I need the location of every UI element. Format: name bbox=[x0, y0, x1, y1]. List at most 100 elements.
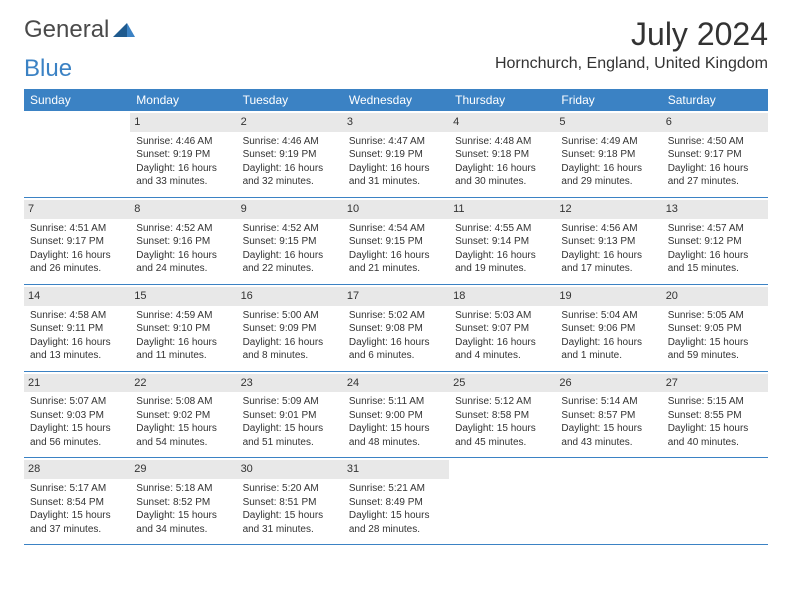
calendar-cell: 13Sunrise: 4:57 AMSunset: 9:12 PMDayligh… bbox=[662, 197, 768, 284]
sunset-text: Sunset: 9:11 PM bbox=[30, 322, 124, 336]
sunrise-text: Sunrise: 5:20 AM bbox=[243, 482, 337, 496]
calendar-cell: 16Sunrise: 5:00 AMSunset: 9:09 PMDayligh… bbox=[237, 284, 343, 371]
sunset-text: Sunset: 9:05 PM bbox=[668, 322, 762, 336]
daylight-text: Daylight: 16 hours and 17 minutes. bbox=[561, 249, 655, 276]
daylight-text: Daylight: 15 hours and 54 minutes. bbox=[136, 422, 230, 449]
sunrise-text: Sunrise: 5:09 AM bbox=[243, 395, 337, 409]
daylight-text: Daylight: 15 hours and 45 minutes. bbox=[455, 422, 549, 449]
calendar-cell: 20Sunrise: 5:05 AMSunset: 9:05 PMDayligh… bbox=[662, 284, 768, 371]
calendar-cell: 10Sunrise: 4:54 AMSunset: 9:15 PMDayligh… bbox=[343, 197, 449, 284]
day-number: 1 bbox=[130, 113, 236, 132]
day-number: 29 bbox=[130, 460, 236, 479]
day-number: 3 bbox=[343, 113, 449, 132]
calendar-week-row: 28Sunrise: 5:17 AMSunset: 8:54 PMDayligh… bbox=[24, 458, 768, 545]
calendar-cell: 23Sunrise: 5:09 AMSunset: 9:01 PMDayligh… bbox=[237, 371, 343, 458]
sunset-text: Sunset: 9:18 PM bbox=[561, 148, 655, 162]
sunset-text: Sunset: 9:10 PM bbox=[136, 322, 230, 336]
sunrise-text: Sunrise: 5:08 AM bbox=[136, 395, 230, 409]
day-number: 19 bbox=[555, 287, 661, 306]
sunset-text: Sunset: 8:52 PM bbox=[136, 496, 230, 510]
calendar-cell: 7 Sunrise: 4:51 AMSunset: 9:17 PMDaylight… bbox=[24, 197, 130, 284]
daylight-text: Daylight: 16 hours and 1 minute. bbox=[561, 336, 655, 363]
day-number: 7 bbox=[24, 200, 130, 219]
logo-word2: Blue bbox=[24, 55, 72, 83]
daylight-text: Daylight: 16 hours and 26 minutes. bbox=[30, 249, 124, 276]
day-number: 2 bbox=[237, 113, 343, 132]
calendar-table: SundayMondayTuesdayWednesdayThursdayFrid… bbox=[24, 89, 768, 545]
weekday-header: Wednesday bbox=[343, 89, 449, 111]
day-number: 26 bbox=[555, 374, 661, 393]
sunrise-text: Sunrise: 4:49 AM bbox=[561, 135, 655, 149]
sunrise-text: Sunrise: 4:56 AM bbox=[561, 222, 655, 236]
calendar-cell: 17Sunrise: 5:02 AMSunset: 9:08 PMDayligh… bbox=[343, 284, 449, 371]
sunrise-text: Sunrise: 5:07 AM bbox=[30, 395, 124, 409]
day-number: 14 bbox=[24, 287, 130, 306]
day-number: 9 bbox=[237, 200, 343, 219]
sunrise-text: Sunrise: 4:52 AM bbox=[136, 222, 230, 236]
day-number: 31 bbox=[343, 460, 449, 479]
sunset-text: Sunset: 9:17 PM bbox=[30, 235, 124, 249]
sunrise-text: Sunrise: 4:54 AM bbox=[349, 222, 443, 236]
calendar-header-row: SundayMondayTuesdayWednesdayThursdayFrid… bbox=[24, 89, 768, 111]
sunset-text: Sunset: 9:15 PM bbox=[349, 235, 443, 249]
day-number: 17 bbox=[343, 287, 449, 306]
daylight-text: Daylight: 16 hours and 32 minutes. bbox=[243, 162, 337, 189]
daylight-text: Daylight: 16 hours and 30 minutes. bbox=[455, 162, 549, 189]
day-number: 4 bbox=[449, 113, 555, 132]
sunset-text: Sunset: 9:00 PM bbox=[349, 409, 443, 423]
day-number: 18 bbox=[449, 287, 555, 306]
sunrise-text: Sunrise: 5:00 AM bbox=[243, 309, 337, 323]
daylight-text: Daylight: 15 hours and 37 minutes. bbox=[30, 509, 124, 536]
calendar-cell bbox=[24, 111, 130, 197]
day-number: 5 bbox=[555, 113, 661, 132]
calendar-cell bbox=[662, 458, 768, 545]
weekday-header: Tuesday bbox=[237, 89, 343, 111]
sunset-text: Sunset: 9:09 PM bbox=[243, 322, 337, 336]
sunset-text: Sunset: 9:08 PM bbox=[349, 322, 443, 336]
calendar-cell: 8Sunrise: 4:52 AMSunset: 9:16 PMDaylight… bbox=[130, 197, 236, 284]
daylight-text: Daylight: 15 hours and 43 minutes. bbox=[561, 422, 655, 449]
sunrise-text: Sunrise: 4:51 AM bbox=[30, 222, 124, 236]
daylight-text: Daylight: 15 hours and 34 minutes. bbox=[136, 509, 230, 536]
sunrise-text: Sunrise: 5:17 AM bbox=[30, 482, 124, 496]
calendar-cell: 22Sunrise: 5:08 AMSunset: 9:02 PMDayligh… bbox=[130, 371, 236, 458]
weekday-header: Saturday bbox=[662, 89, 768, 111]
daylight-text: Daylight: 15 hours and 28 minutes. bbox=[349, 509, 443, 536]
sunset-text: Sunset: 8:51 PM bbox=[243, 496, 337, 510]
day-number: 15 bbox=[130, 287, 236, 306]
calendar-cell: 30Sunrise: 5:20 AMSunset: 8:51 PMDayligh… bbox=[237, 458, 343, 545]
sunrise-text: Sunrise: 4:57 AM bbox=[668, 222, 762, 236]
day-number: 22 bbox=[130, 374, 236, 393]
day-number: 28 bbox=[24, 460, 130, 479]
calendar-cell bbox=[449, 458, 555, 545]
logo: General bbox=[24, 16, 137, 44]
daylight-text: Daylight: 16 hours and 6 minutes. bbox=[349, 336, 443, 363]
calendar-cell: 4Sunrise: 4:48 AMSunset: 9:18 PMDaylight… bbox=[449, 111, 555, 197]
daylight-text: Daylight: 16 hours and 24 minutes. bbox=[136, 249, 230, 276]
sunset-text: Sunset: 9:19 PM bbox=[349, 148, 443, 162]
sunset-text: Sunset: 9:13 PM bbox=[561, 235, 655, 249]
calendar-cell: 6Sunrise: 4:50 AMSunset: 9:17 PMDaylight… bbox=[662, 111, 768, 197]
sunrise-text: Sunrise: 4:58 AM bbox=[30, 309, 124, 323]
daylight-text: Daylight: 15 hours and 59 minutes. bbox=[668, 336, 762, 363]
sunrise-text: Sunrise: 5:21 AM bbox=[349, 482, 443, 496]
calendar-week-row: 1 Sunrise: 4:46 AM Sunset: 9:19 PM Daylight… bbox=[24, 111, 768, 197]
logo-word1: General bbox=[24, 16, 109, 44]
calendar-cell: 19Sunrise: 5:04 AMSunset: 9:06 PMDayligh… bbox=[555, 284, 661, 371]
calendar-cell: 5Sunrise: 4:49 AMSunset: 9:18 PMDaylight… bbox=[555, 111, 661, 197]
page-title: July 2024 bbox=[495, 16, 768, 53]
sunrise-text: Sunrise: 4:50 AM bbox=[668, 135, 762, 149]
daylight-text: Daylight: 16 hours and 4 minutes. bbox=[455, 336, 549, 363]
calendar-cell: 29Sunrise: 5:18 AMSunset: 8:52 PMDayligh… bbox=[130, 458, 236, 545]
sunset-text: Sunset: 9:01 PM bbox=[243, 409, 337, 423]
day-number: 11 bbox=[449, 200, 555, 219]
calendar-cell: 3Sunrise: 4:47 AMSunset: 9:19 PMDaylight… bbox=[343, 111, 449, 197]
daylight-text: Daylight: 16 hours and 13 minutes. bbox=[30, 336, 124, 363]
sunset-text: Sunset: 8:54 PM bbox=[30, 496, 124, 510]
calendar-cell: 21Sunrise: 5:07 AMSunset: 9:03 PMDayligh… bbox=[24, 371, 130, 458]
day-number: 27 bbox=[662, 374, 768, 393]
sunrise-text: Sunrise: 4:46 AM bbox=[136, 135, 230, 149]
day-number: 30 bbox=[237, 460, 343, 479]
calendar-cell: 14 Sunrise: 4:58 AMSunset: 9:11 PMDayligh… bbox=[24, 284, 130, 371]
sunrise-text: Sunrise: 5:15 AM bbox=[668, 395, 762, 409]
